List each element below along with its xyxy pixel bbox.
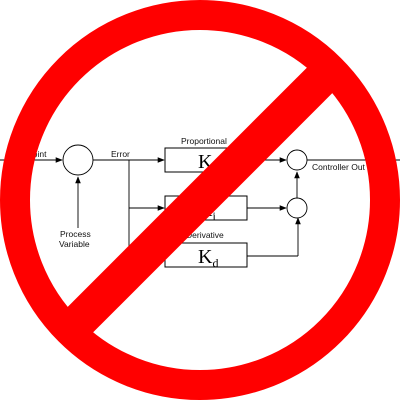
error-label: Error: [111, 149, 130, 159]
derivative-label: Derivative: [186, 230, 224, 240]
integral-derivative-summing-junction: [286, 197, 308, 219]
output-summing-junction: [286, 149, 308, 171]
derivative-gain-symbol: Kd: [198, 246, 218, 270]
setpoint-label: point: [28, 149, 47, 159]
process-variable-label-line2: Variable: [59, 239, 90, 249]
prohibition-slash: [56, 56, 344, 344]
proportional-label: Proportional: [181, 136, 227, 146]
error-summing-junction: [62, 144, 94, 176]
controller-output-label: Controller Out: [312, 162, 366, 172]
process-variable-label-line1: Process: [60, 229, 91, 239]
derivative-gain-block: [164, 242, 248, 268]
